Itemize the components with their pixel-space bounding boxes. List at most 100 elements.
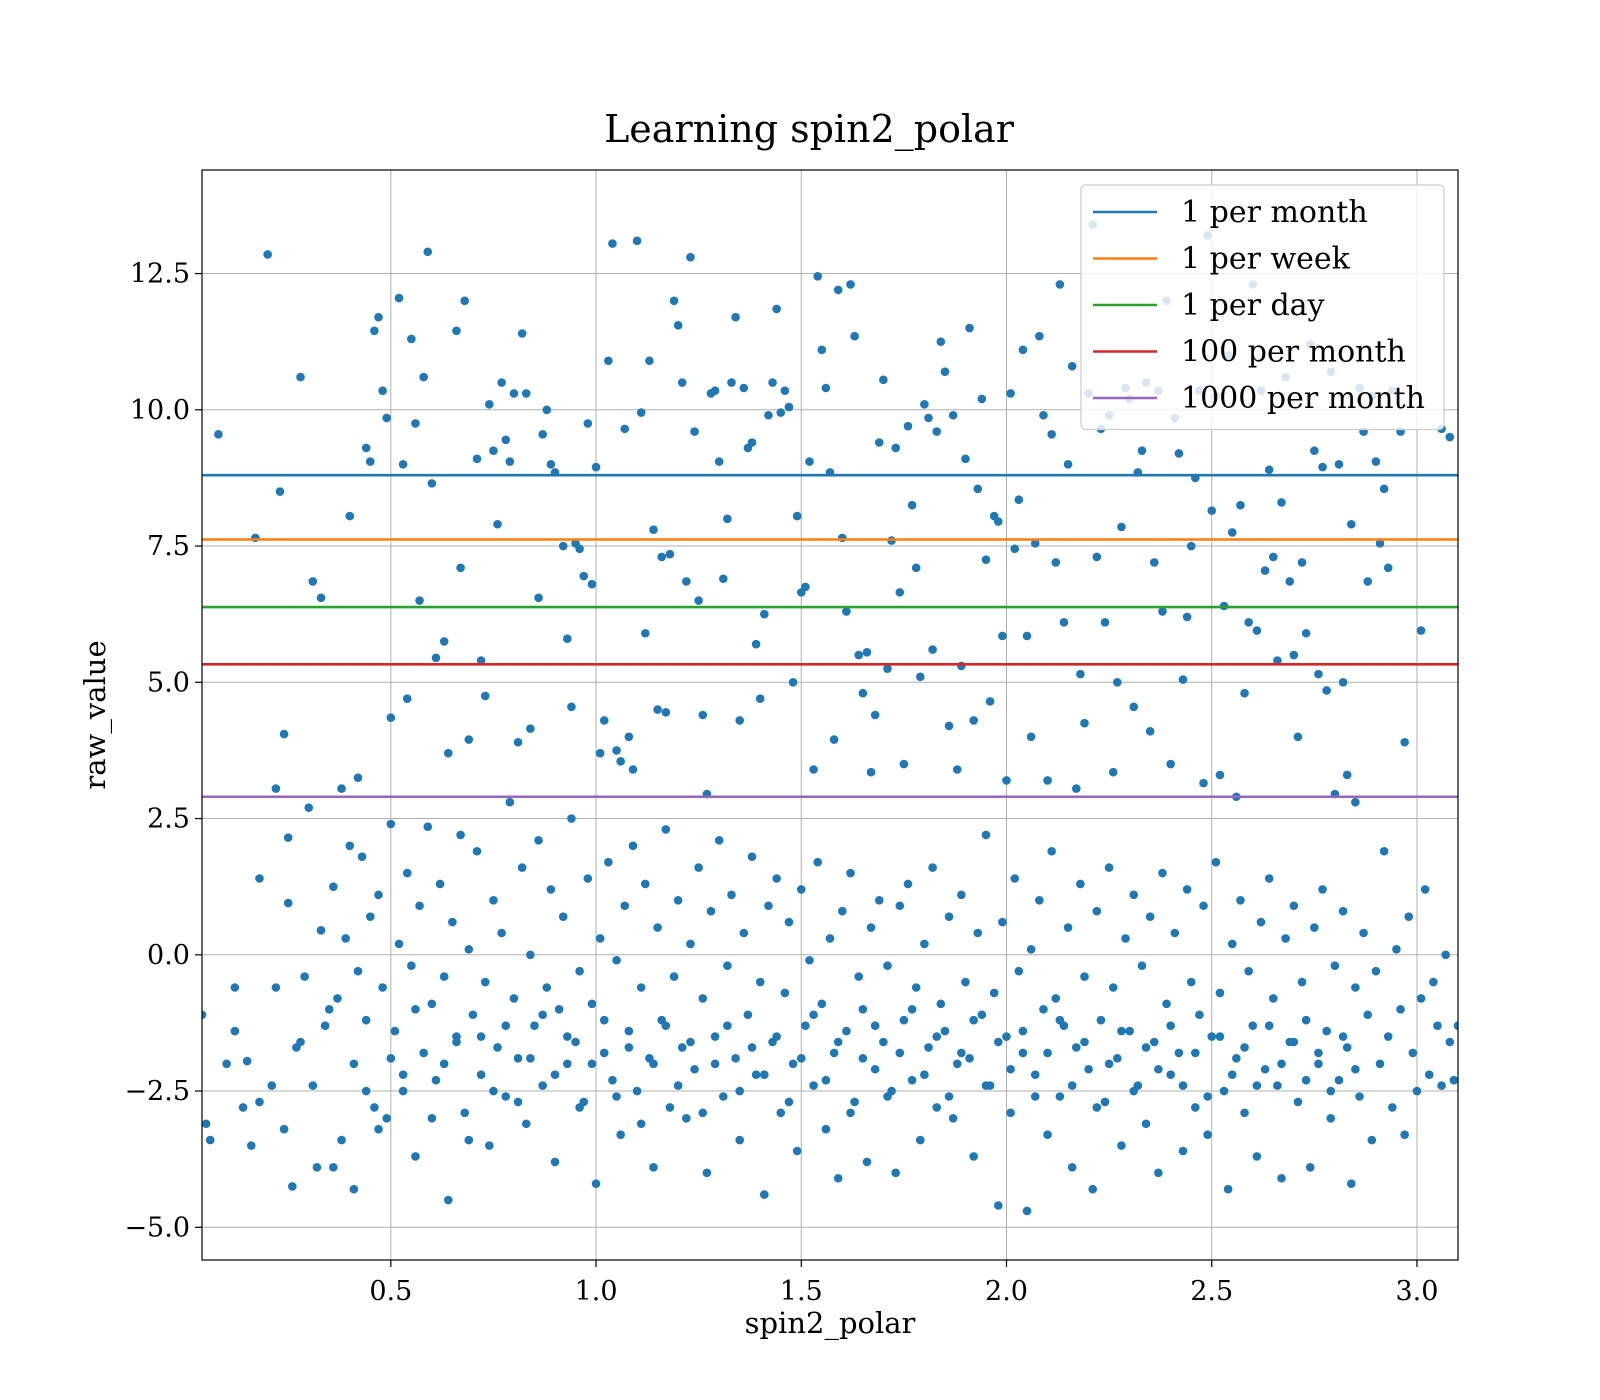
scatter-point xyxy=(702,1168,712,1178)
scatter-point xyxy=(505,797,515,807)
scatter-point xyxy=(1121,934,1130,943)
scatter-point xyxy=(760,1070,769,1079)
x-axis-label: spin2_polar xyxy=(745,1306,916,1341)
scatter-point xyxy=(928,863,937,872)
scatter-point xyxy=(476,1070,486,1079)
scatter-point xyxy=(1260,1064,1270,1074)
scatter-point xyxy=(899,1015,909,1025)
scatter-point xyxy=(1043,1048,1052,1058)
scatter-point xyxy=(796,1054,806,1063)
scatter-point xyxy=(464,735,474,744)
scatter-point xyxy=(214,430,223,439)
y-tick-label: 7.5 xyxy=(147,531,190,562)
scatter-point xyxy=(402,868,412,878)
scatter-point xyxy=(1018,1026,1028,1036)
scatter-point xyxy=(1035,331,1044,341)
scatter-point xyxy=(230,1026,240,1036)
scatter-point xyxy=(329,1163,338,1172)
legend-label: 1 per month xyxy=(1181,195,1368,230)
scatter-point xyxy=(1330,961,1340,970)
scatter-point xyxy=(1071,784,1081,793)
scatter-point xyxy=(411,1152,420,1161)
scatter-point xyxy=(1342,1043,1352,1052)
scatter-point xyxy=(456,563,465,573)
y-tick-label: 12.5 xyxy=(130,259,190,290)
y-tick-label: 5.0 xyxy=(147,667,190,698)
scatter-point xyxy=(242,1056,252,1066)
scatter-point xyxy=(907,1075,917,1085)
scatter-point xyxy=(1006,389,1015,398)
scatter-point xyxy=(895,1048,905,1058)
scatter-point xyxy=(1297,558,1307,567)
scatter-point xyxy=(1129,890,1139,900)
scatter-point xyxy=(534,836,543,845)
scatter-point xyxy=(489,1086,498,1096)
scatter-point xyxy=(936,337,946,346)
scatter-point xyxy=(1338,678,1348,687)
scatter-point xyxy=(1277,1059,1286,1069)
scatter-point xyxy=(1310,446,1319,455)
scatter-point xyxy=(1186,541,1196,551)
scatter-point xyxy=(1018,1048,1028,1058)
scatter-point xyxy=(846,280,855,289)
scatter-point xyxy=(686,1037,695,1047)
scatter-point xyxy=(858,688,868,698)
scatter-point xyxy=(1371,966,1381,976)
scatter-point xyxy=(485,400,494,409)
scatter-point xyxy=(1433,1021,1442,1030)
scatter-point xyxy=(874,896,884,905)
scatter-point xyxy=(1166,1021,1175,1030)
scatter-point xyxy=(333,994,342,1003)
scatter-point xyxy=(1363,1010,1372,1020)
scatter-point xyxy=(944,721,954,731)
scatter-point xyxy=(784,917,794,927)
scatter-point xyxy=(969,716,978,725)
scatter-point xyxy=(801,582,810,592)
scatter-point xyxy=(587,999,597,1009)
scatter-point xyxy=(1219,1086,1229,1096)
scatter-point xyxy=(222,1059,231,1069)
scatter-point xyxy=(472,846,482,856)
scatter-point xyxy=(1408,1048,1418,1058)
scatter-point xyxy=(251,533,260,543)
scatter-point xyxy=(1371,457,1381,466)
scatter-point xyxy=(780,988,790,998)
scatter-point xyxy=(1051,994,1061,1003)
scatter-point xyxy=(378,983,387,992)
scatter-point xyxy=(361,1015,371,1025)
scatter-point xyxy=(1084,1064,1093,1074)
scatter-point xyxy=(677,378,687,387)
scatter-point xyxy=(587,1059,597,1069)
scatter-point xyxy=(1100,1097,1110,1107)
scatter-point xyxy=(337,784,346,793)
scatter-point xyxy=(394,293,404,303)
scatter-point xyxy=(870,710,880,720)
scatter-point xyxy=(657,552,667,562)
scatter-point xyxy=(743,1010,753,1020)
scatter-point xyxy=(710,386,720,396)
scatter-point xyxy=(1117,1026,1126,1036)
scatter-point xyxy=(1351,983,1360,992)
scatter-point xyxy=(567,814,576,823)
scatter-point xyxy=(747,852,757,861)
scatter-point xyxy=(411,419,420,428)
x-tick-label: 2.5 xyxy=(1190,1276,1233,1307)
scatter-point xyxy=(538,430,547,439)
y-tick-label: 0.0 xyxy=(147,940,190,971)
scatter-point xyxy=(608,1075,617,1085)
scatter-point xyxy=(1416,994,1426,1003)
scatter-point xyxy=(714,457,724,466)
scatter-point xyxy=(686,939,695,949)
scatter-point xyxy=(833,1173,843,1183)
scatter-point xyxy=(653,705,662,714)
scatter-point xyxy=(1047,846,1056,856)
scatter-point xyxy=(1026,945,1036,954)
scatter-point xyxy=(460,1108,469,1118)
scatter-point xyxy=(993,517,1003,526)
scatter-point xyxy=(542,983,552,992)
scatter-point xyxy=(1129,1086,1139,1096)
scatter-point xyxy=(661,707,671,717)
scatter-point xyxy=(1191,1048,1200,1058)
scatter-point xyxy=(1071,1043,1081,1052)
scatter-point xyxy=(792,1146,802,1156)
